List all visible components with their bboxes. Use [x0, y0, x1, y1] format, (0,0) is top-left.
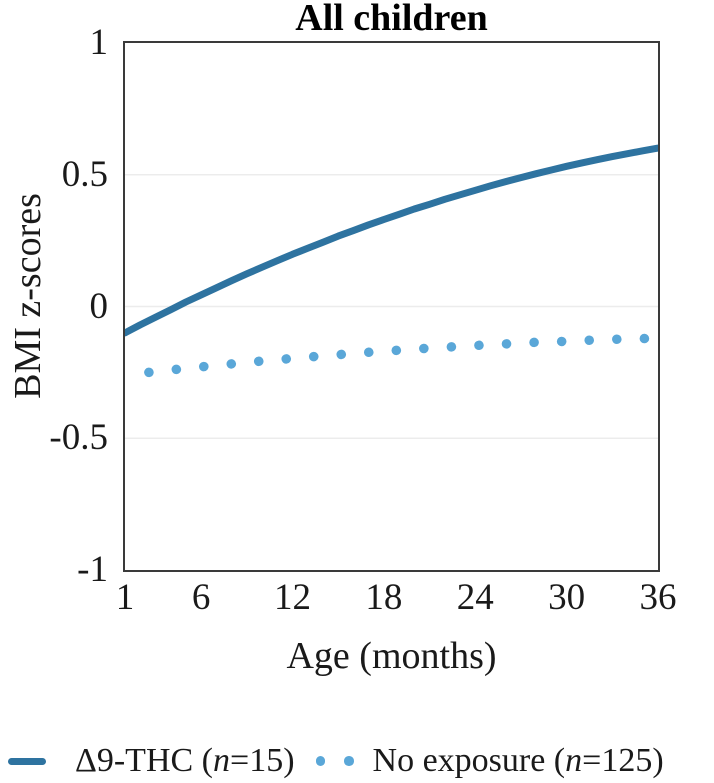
x-tick-label: 12 — [274, 577, 311, 618]
legend: Δ9-THC (n=15) No exposure (n=125) — [8, 741, 664, 781]
y-tick-label: -1 — [77, 549, 108, 590]
x-tick-label: 36 — [639, 577, 677, 618]
chart-title: All children — [295, 0, 488, 39]
legend-swatch-thc-line — [8, 757, 46, 765]
series-no-exposure — [125, 333, 658, 380]
legend-label-no-exposure: No exposure (n=125) — [372, 742, 664, 779]
y-tick-label: 1 — [89, 22, 109, 63]
x-tick-label: 6 — [191, 577, 211, 618]
y-tick-label: 0.5 — [61, 153, 108, 195]
chart-canvas — [125, 144, 658, 439]
legend-label-thc: Δ9-THC (n=15) — [75, 742, 295, 779]
legend-dot-icon — [344, 756, 354, 766]
x-axis-label: Age (months) — [286, 635, 497, 677]
legend-swatch-no-exposure-dots — [315, 756, 354, 766]
legend-label-no-exposure-n: n — [565, 742, 583, 779]
series-thc — [125, 144, 658, 337]
x-tick-label: 24 — [456, 577, 494, 618]
y-axis-label: BMI z-scores — [7, 193, 49, 399]
plot-area — [123, 41, 660, 572]
x-tick-label: 18 — [365, 577, 403, 618]
x-tick-label: 30 — [548, 577, 586, 618]
x-tick-label: 1 — [115, 577, 135, 618]
legend-dot-icon — [315, 756, 326, 766]
legend-label-thc-n: n — [213, 742, 231, 779]
y-tick-label: -0.5 — [49, 417, 108, 459]
